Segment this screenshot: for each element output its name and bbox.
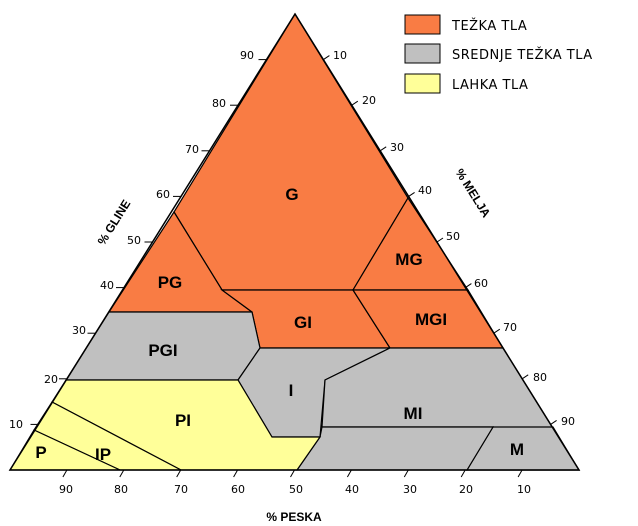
left-tick: 90 [240,49,254,62]
legend-label-light: LAHKA TLA [452,78,528,93]
regions [8,12,581,471]
right-tick: 20 [362,94,376,107]
bottom-tick: 40 [345,483,359,496]
left-tick: 10 [9,418,23,431]
bottom-tick: 90 [59,483,73,496]
region-labels: G PG MG GI MGI PGI I MI M PI IP P [35,185,524,464]
right-tick: 10 [333,49,347,62]
right-tick-mark [550,419,557,425]
label-mg: MG [395,250,422,269]
right-tick-mark [493,328,501,334]
left-tick: 40 [100,279,114,292]
label-p: P [35,443,46,462]
label-pgi: PGI [148,341,177,360]
region-mi-base [295,426,495,471]
right-tick: 30 [390,141,404,154]
label-ip: IP [95,445,111,464]
label-gi: GI [294,313,312,332]
bottom-tick: 70 [174,483,188,496]
label-mgi: MGI [415,310,447,329]
right-axis-ticks: 10 20 30 40 50 60 70 80 90 [333,49,575,428]
right-tick: 70 [503,321,517,334]
left-axis-ticks: 10 20 30 40 50 60 70 80 90 [9,49,254,431]
right-tick: 40 [418,184,432,197]
bottom-tick-mark [290,469,295,478]
right-tick-mark [465,283,472,289]
right-tick-mark [436,237,444,243]
label-pi: PI [175,411,191,430]
legend-label-medium: SREDNJE TEŽKA TLA [452,47,593,63]
bottom-tick-mark [346,469,352,478]
bottom-tick-mark [62,469,68,478]
left-tick: 80 [212,97,226,110]
right-tick-mark [379,146,387,152]
label-mi: MI [404,404,423,423]
legend-label-heavy: TEŽKA TLA [451,18,527,34]
bottom-tick: 10 [517,483,531,496]
right-tick: 50 [446,230,460,243]
label-m: M [510,440,524,459]
left-tick: 70 [185,143,199,156]
tick-marks [30,55,557,478]
legend: TEŽKA TLA SREDNJE TEŽKA TLA LAHKA TLA [404,14,593,94]
left-tick: 30 [72,324,86,337]
left-tick: 50 [127,234,141,247]
legend-swatch-medium [404,43,441,64]
bottom-tick: 80 [114,483,128,496]
right-axis-title: % MELJA [452,166,493,220]
bottom-tick-mark [403,469,409,478]
bottom-tick-mark [176,469,182,478]
right-tick: 80 [533,371,547,384]
bottom-tick: 20 [459,483,473,496]
right-tick: 90 [561,415,575,428]
label-g: G [285,185,298,204]
legend-swatch-heavy [404,14,441,35]
right-tick-mark [408,191,415,197]
right-tick-mark [323,55,330,61]
legend-swatch-light [404,73,441,94]
bottom-tick: 60 [231,483,245,496]
right-tick-mark [521,374,529,380]
right-tick-mark [351,100,359,106]
right-tick: 60 [474,277,488,290]
bottom-tick-mark [233,469,239,478]
bottom-axis-title: % PESKA [266,510,322,524]
label-i: I [289,381,294,400]
left-tick: 60 [156,188,170,201]
bottom-tick-mark [460,469,466,478]
label-pg: PG [158,273,183,292]
left-tick: 20 [44,373,58,386]
bottom-tick-mark [119,469,125,478]
bottom-tick-mark [517,469,523,478]
bottom-tick: 30 [403,483,417,496]
bottom-axis-ticks: 90 80 70 60 50 40 30 20 10 [59,483,531,496]
bottom-tick: 50 [289,483,303,496]
